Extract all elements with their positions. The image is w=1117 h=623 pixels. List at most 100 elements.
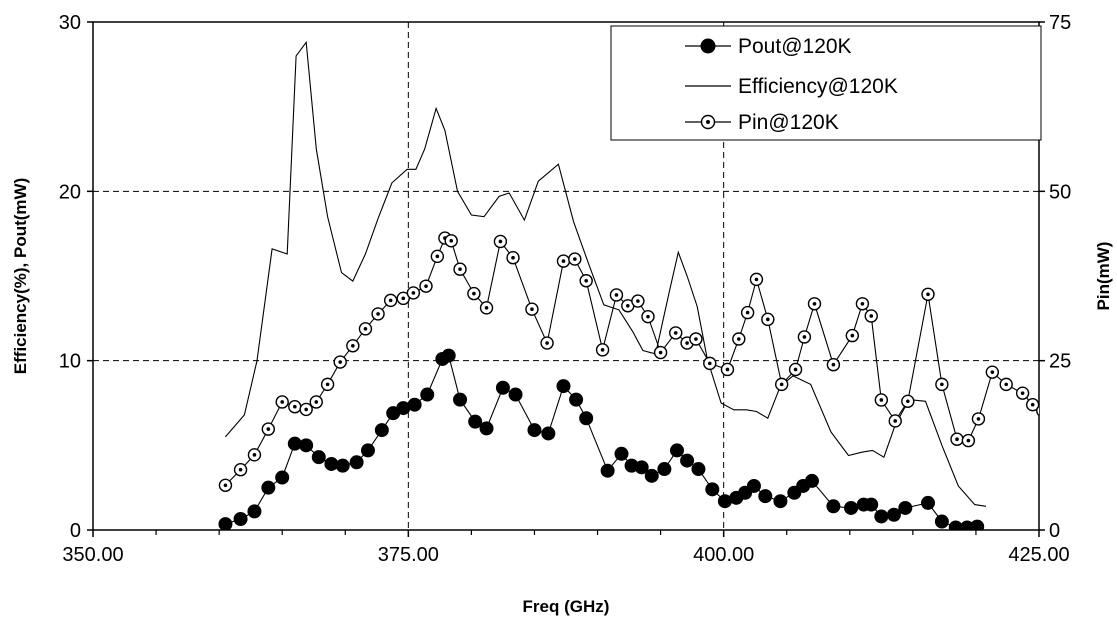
- legend-pout-marker: [700, 38, 716, 54]
- series-efficiency-120k: [224, 40, 987, 507]
- data-point-center-pin-120k: [1041, 409, 1045, 413]
- data-point-center-pin-120k: [860, 301, 865, 306]
- data-point-center-pin-120k: [694, 337, 698, 341]
- data-point-center-pin-120k: [754, 277, 759, 282]
- data-point-center-pin-120k: [472, 291, 476, 296]
- data-point-pout-120k: [634, 460, 649, 475]
- data-point-center-pin-120k: [646, 314, 650, 319]
- data-point-center-pin-120k: [338, 360, 343, 364]
- series-line-pin-120k: [225, 237, 1039, 486]
- data-point-center-pin-120k: [626, 304, 630, 308]
- y-left-tick-label: 10: [59, 351, 81, 373]
- x-tick-label: 375.00: [378, 544, 439, 566]
- data-point-center-pin-120k: [976, 417, 981, 421]
- y-right-tick-label: 25: [1049, 351, 1071, 373]
- data-point-center-pin-120k: [363, 327, 368, 331]
- data-point-center-pin-120k: [779, 382, 784, 387]
- data-point-center-pin-120k: [658, 350, 663, 355]
- legend-box: [610, 25, 1042, 141]
- data-point-pout-120k: [669, 443, 684, 458]
- data-point-center-pin-120k: [511, 255, 515, 260]
- data-point-center-pin-120k: [314, 400, 319, 404]
- legend-label-pout: Pout@120K: [738, 35, 852, 58]
- data-point-pout-120k: [804, 473, 819, 488]
- data-point-center-pin-120k: [266, 427, 271, 431]
- data-point-pout-120k: [657, 462, 672, 477]
- data-point-center-pin-120k: [685, 341, 689, 345]
- y-right-tick-label: 50: [1049, 181, 1071, 203]
- data-point-center-pin-120k: [737, 337, 741, 341]
- data-point-center-pin-120k: [1030, 402, 1035, 407]
- data-point-center-pin-120k: [561, 259, 566, 263]
- data-point-pout-120k: [407, 397, 422, 412]
- data-point-center-pin-120k: [238, 467, 243, 472]
- data-point-center-pin-120k: [614, 293, 619, 297]
- data-point-pout-120k: [299, 438, 314, 453]
- data-point-center-pin-120k: [831, 362, 836, 367]
- data-point-pout-120k: [705, 482, 720, 497]
- data-point-pout-120k: [541, 426, 556, 441]
- data-point-center-pin-120k: [802, 335, 807, 339]
- data-point-center-pin-120k: [707, 361, 712, 366]
- x-tick-label: 425.00: [1008, 544, 1069, 566]
- data-point-pout-120k: [898, 500, 913, 515]
- data-point-center-pin-120k: [223, 483, 228, 488]
- series-pout-120k: [218, 348, 985, 530]
- data-point-pout-120k: [420, 387, 435, 402]
- data-point-pout-120k: [614, 446, 629, 461]
- legend-label-pin: Pin@120K: [738, 111, 839, 134]
- data-point-center-pin-120k: [869, 314, 874, 318]
- data-point-center-pin-120k: [424, 284, 428, 288]
- data-point-pout-120k: [495, 380, 510, 395]
- data-point-pout-120k: [453, 392, 468, 407]
- data-point-center-pin-120k: [812, 301, 817, 306]
- data-point-pout-120k: [970, 519, 985, 530]
- series-pin-120k: [218, 231, 1045, 492]
- data-point-pout-120k: [218, 517, 233, 530]
- data-point-center-pin-120k: [252, 453, 257, 457]
- data-point-pout-120k: [527, 423, 542, 438]
- data-point-pout-120k: [579, 411, 594, 426]
- data-point-center-pin-120k: [435, 254, 440, 259]
- data-point-pout-120k: [247, 504, 262, 519]
- data-point-center-pin-120k: [1020, 391, 1025, 395]
- data-point-pout-120k: [934, 514, 949, 529]
- data-point-pout-120k: [826, 499, 841, 514]
- data-point-pout-120k: [886, 507, 901, 522]
- legend-item-pout: Pout@120K: [685, 35, 852, 58]
- data-point-center-pin-120k: [893, 419, 898, 423]
- data-point-center-pin-120k: [411, 291, 416, 295]
- data-point-center-pin-120k: [940, 382, 944, 387]
- data-point-pout-120k: [479, 421, 494, 436]
- y-right-tick-label: 0: [1049, 520, 1060, 542]
- data-point-center-pin-120k: [673, 331, 678, 335]
- data-point-pout-120k: [335, 458, 350, 473]
- data-point-center-pin-120k: [293, 404, 297, 409]
- series-line-efficiency-120k: [224, 40, 987, 507]
- data-point-pout-120k: [360, 443, 375, 458]
- data-point-pout-120k: [644, 468, 659, 483]
- data-point-center-pin-120k: [388, 298, 393, 303]
- data-point-pout-120k: [556, 379, 571, 394]
- data-point-center-pin-120k: [725, 367, 730, 372]
- data-point-pout-120k: [374, 423, 389, 438]
- plot-area-frame: [92, 21, 1040, 531]
- data-point-pout-120k: [691, 462, 706, 477]
- data-point-center-pin-120k: [304, 407, 308, 412]
- data-point-center-pin-120k: [745, 310, 750, 315]
- data-point-center-pin-120k: [325, 382, 330, 387]
- data-point-center-pin-120k: [458, 267, 462, 272]
- series-group: [218, 40, 1045, 530]
- data-point-center-pin-120k: [484, 306, 489, 310]
- data-point-pout-120k: [349, 455, 364, 470]
- data-point-pout-120k: [864, 497, 879, 512]
- data-point-pout-120k: [311, 450, 326, 465]
- y-axis-right-label: Pin(mW): [1094, 242, 1113, 311]
- data-point-center-pin-120k: [545, 341, 549, 345]
- data-point-center-pin-120k: [1004, 382, 1009, 387]
- data-point-pout-120k: [746, 478, 761, 493]
- data-point-pout-120k: [921, 495, 936, 510]
- data-point-center-pin-120k: [879, 398, 884, 402]
